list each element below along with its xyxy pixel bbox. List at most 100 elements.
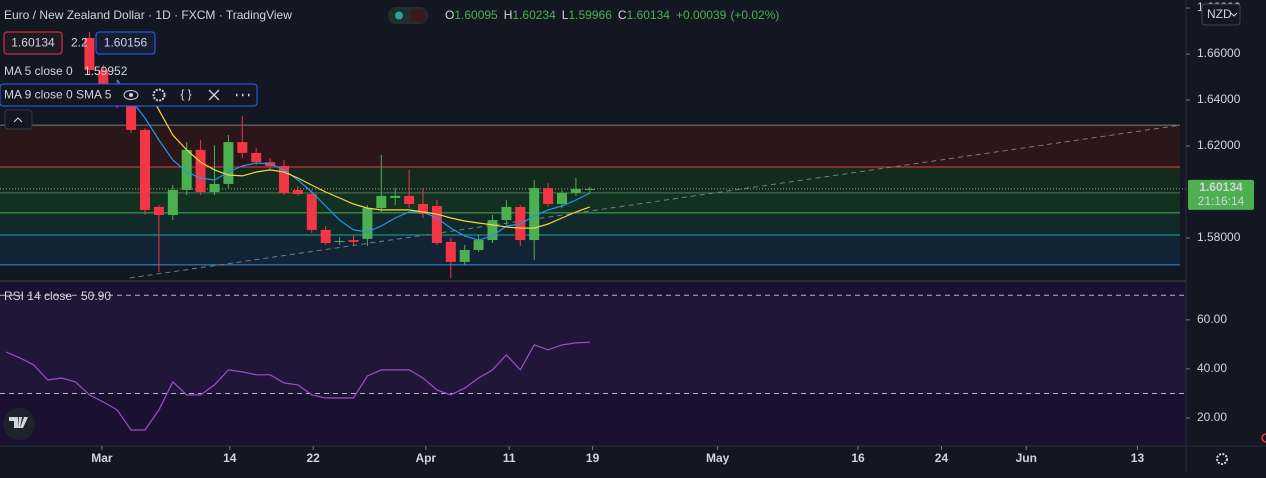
ask-value: 1.60156 bbox=[104, 36, 148, 50]
ohlc-letter: O bbox=[445, 8, 454, 22]
candle-body bbox=[459, 249, 470, 262]
ohlc-letter: C bbox=[618, 8, 627, 22]
candle-body bbox=[223, 142, 234, 184]
rsi-y-tick-label: 60.00 bbox=[1197, 312, 1227, 326]
change: +0.00039 bbox=[676, 8, 727, 22]
y-tick-label: 1.64000 bbox=[1197, 92, 1241, 106]
candle-body bbox=[153, 206, 164, 215]
settings-icon[interactable] bbox=[152, 88, 166, 102]
candle-body bbox=[570, 189, 581, 193]
ma-line bbox=[116, 79, 591, 241]
candle-body bbox=[279, 166, 289, 193]
bid-box[interactable] bbox=[3, 31, 63, 55]
currency-label: NZD bbox=[1207, 7, 1232, 21]
candle-body bbox=[529, 188, 540, 241]
candle-body bbox=[237, 142, 248, 153]
x-tick-label: 19 bbox=[586, 451, 600, 465]
y-tick-label: 1.62000 bbox=[1197, 138, 1241, 152]
candle-body bbox=[98, 70, 109, 86]
spread: 2.2 bbox=[71, 36, 88, 50]
rsi-y-tick-label: 40.00 bbox=[1197, 361, 1227, 375]
ohlc-value: 1.59966 bbox=[568, 8, 612, 22]
ohlc-letter: L bbox=[562, 8, 569, 22]
candle-body bbox=[140, 129, 150, 210]
candle-body bbox=[543, 188, 554, 204]
collapse-button[interactable] bbox=[4, 109, 33, 130]
candle-body bbox=[195, 149, 206, 193]
level-zone bbox=[0, 125, 1180, 167]
candle-body bbox=[181, 149, 192, 190]
rsi-legend: RSI 14 close bbox=[4, 289, 72, 303]
ohlc-value: 1.60134 bbox=[627, 8, 671, 22]
candle-body bbox=[167, 189, 178, 215]
ask-box[interactable] bbox=[95, 31, 156, 55]
price-pane bbox=[0, 31, 1186, 279]
ohlc-letter: H bbox=[504, 8, 513, 22]
x-tick-label: 11 bbox=[503, 451, 516, 465]
collapse-chevron bbox=[13, 117, 23, 123]
price-tag-countdown: 21:16:14 bbox=[1198, 194, 1245, 208]
level-zone bbox=[0, 192, 1180, 213]
x-tick-label: 14 bbox=[223, 451, 237, 465]
x-tick-label: Apr bbox=[415, 451, 436, 465]
candle-body bbox=[418, 203, 428, 215]
tv-logo-mark bbox=[9, 417, 28, 428]
rsi-line bbox=[5, 341, 590, 431]
rsi-legend-value: 50.90 bbox=[81, 289, 111, 303]
x-tick-label: Jun bbox=[1016, 451, 1037, 465]
eye-icon[interactable] bbox=[123, 90, 139, 100]
candle-body bbox=[306, 194, 317, 230]
candle-body bbox=[251, 152, 262, 163]
status-flag bbox=[410, 9, 426, 22]
change-percent: (+0.02%) bbox=[730, 8, 779, 22]
x-tick-label: Mar bbox=[91, 451, 113, 465]
candle-body bbox=[348, 240, 359, 242]
price-tag-value: 1.60134 bbox=[1199, 180, 1243, 194]
price-tag bbox=[1188, 179, 1254, 210]
ohlc-value: 1.60234 bbox=[512, 8, 556, 22]
candle-body bbox=[473, 240, 484, 250]
candle-body bbox=[334, 240, 345, 242]
ma9-legend-box[interactable] bbox=[0, 83, 258, 107]
trend-line bbox=[129, 124, 1181, 279]
x-tick-label: 13 bbox=[1131, 451, 1145, 465]
candle-body bbox=[390, 195, 401, 198]
source-icon[interactable]: { } bbox=[180, 87, 191, 101]
ma-line bbox=[144, 84, 591, 229]
ohlc-values: O1.60095 H1.60234 L1.59966 C1.60134 +0.00039… bbox=[445, 8, 779, 22]
alert-dot bbox=[1261, 433, 1266, 443]
candle-body bbox=[320, 229, 331, 244]
ohlc-value: 1.60095 bbox=[454, 8, 498, 22]
chevron bbox=[1230, 12, 1238, 17]
status-dot bbox=[395, 11, 403, 20]
x-tick-label: May bbox=[706, 451, 730, 465]
candle-body bbox=[376, 195, 387, 209]
x-tick-label: 24 bbox=[935, 451, 949, 465]
bid-value: 1.60134 bbox=[11, 36, 55, 50]
candle-body bbox=[84, 37, 95, 71]
candle-body bbox=[445, 241, 456, 262]
price-axis bbox=[1186, 0, 1266, 478]
candle-body bbox=[584, 188, 595, 190]
rsi-band-fill bbox=[0, 295, 1186, 394]
level-zone bbox=[0, 235, 1180, 265]
candle-body bbox=[501, 206, 512, 221]
rsi-pane bbox=[0, 280, 1266, 445]
ma5-legend-value: 1.59952 bbox=[84, 64, 128, 78]
remove-icon[interactable] bbox=[208, 89, 220, 101]
ma9-legend: MA 9 close 0 SMA 5 bbox=[4, 88, 112, 102]
ma5-legend: MA 5 close 0 bbox=[4, 64, 73, 78]
y-tick-label: 1.58000 bbox=[1197, 230, 1241, 244]
eye-pupil bbox=[129, 93, 133, 97]
candle-body bbox=[362, 208, 373, 239]
currency-button[interactable] bbox=[1201, 3, 1241, 26]
settings-gear[interactable] bbox=[1216, 453, 1228, 465]
candle-body bbox=[431, 206, 442, 244]
symbol-title: Euro / New Zealand Dollar · 1D · FXCM · … bbox=[4, 8, 292, 22]
candle-body bbox=[487, 220, 498, 241]
x-tick-label: 16 bbox=[851, 451, 865, 465]
x-tick-label: 22 bbox=[307, 451, 321, 465]
